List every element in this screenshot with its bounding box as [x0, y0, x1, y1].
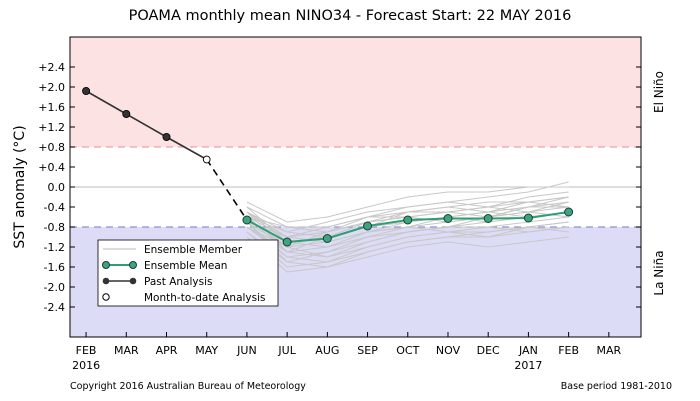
base-period-text: Base period 1981-2010	[560, 381, 672, 392]
y-axis-label: SST anomaly (°C)	[12, 125, 28, 248]
y-tick-label: -0.4	[44, 201, 65, 214]
ensemble-member-line	[246, 186, 569, 223]
past-analysis-point	[162, 132, 171, 141]
x-tick-label: JUN	[236, 344, 257, 357]
x-tick-label: FEB	[558, 344, 579, 357]
legend-item-label: Month-to-date Analysis	[144, 292, 266, 304]
x-tick-label: DEC	[477, 344, 500, 357]
y-tick-label: +1.6	[38, 101, 65, 114]
legend-box	[97, 239, 279, 307]
chart-title: POAMA monthly mean NINO34 - Forecast Sta…	[129, 8, 572, 24]
x-tick-label: SEP	[357, 344, 378, 357]
y-tick-label: +2.4	[38, 61, 65, 74]
past-analysis-point	[122, 110, 131, 119]
x-tick-label: NOV	[436, 344, 461, 357]
x-tick-label: OCT	[396, 344, 419, 357]
legend-mtd-marker	[102, 293, 110, 301]
legend-past-marker	[102, 277, 110, 285]
forecast-link-line	[206, 159, 248, 221]
la-nina-label: La Niña	[652, 250, 666, 295]
ensemble-mean-point	[523, 213, 533, 223]
past-analysis-point	[82, 87, 91, 96]
copyright-text: Copyright 2016 Australian Bureau of Mete…	[70, 381, 306, 392]
past-analysis-line	[85, 90, 208, 161]
ensemble-mean-point	[483, 214, 493, 223]
x-tick-label: JAN	[518, 344, 538, 357]
ensemble-member-line	[246, 236, 569, 273]
x-tick-label: APR	[156, 344, 178, 357]
month-to-date-point	[202, 155, 211, 164]
ensemble-mean-point	[282, 237, 292, 247]
y-tick-label: +0.4	[38, 161, 65, 174]
y-tick-label: -1.2	[44, 241, 65, 254]
ensemble-mean-point	[564, 207, 574, 217]
legend-item-label: Past Analysis	[144, 276, 212, 288]
legend-item-label: Ensemble Member	[144, 244, 243, 256]
legend-item-label: Ensemble Mean	[144, 260, 227, 272]
ensemble-mean-point	[443, 214, 453, 223]
y-tick-label: 0.0	[48, 181, 66, 194]
x-tick-label: MAR	[114, 344, 139, 357]
el-nino-region	[70, 37, 641, 147]
x-year-label: 2016	[72, 359, 100, 372]
y-tick-label: -1.6	[44, 261, 65, 274]
x-tick-label: AUG	[315, 344, 339, 357]
ensemble-member-line	[246, 191, 569, 248]
ensemble-mean-point	[403, 215, 413, 225]
y-tick-label: +0.8	[38, 141, 65, 154]
x-tick-label: MAY	[195, 344, 218, 357]
x-tick-label: JUL	[277, 344, 296, 357]
ensemble-mean-point	[322, 234, 332, 243]
y-tick-label: -0.8	[44, 221, 65, 234]
ensemble-mean-point	[363, 221, 373, 231]
y-tick-label: +2.0	[38, 81, 65, 94]
legend-mean-marker	[129, 261, 137, 269]
el-nino-label: El Niño	[652, 71, 666, 113]
legend-mean-marker	[102, 261, 110, 269]
ensemble-member-line	[246, 206, 569, 233]
ensemble-member-line	[246, 196, 569, 243]
x-tick-label: MAR	[596, 344, 621, 357]
y-tick-label: -2.0	[44, 281, 65, 294]
y-tick-label: +1.2	[38, 121, 65, 134]
x-tick-label: FEB	[76, 344, 97, 357]
x-year-label: 2017	[514, 359, 542, 372]
ensemble-member-line	[246, 221, 569, 263]
ensemble-mean-point	[242, 215, 252, 225]
legend-past-marker	[129, 277, 137, 285]
y-tick-label: -2.4	[44, 301, 65, 314]
legend: Ensemble Member Ensemble Mean Past Analysi…	[97, 239, 279, 307]
